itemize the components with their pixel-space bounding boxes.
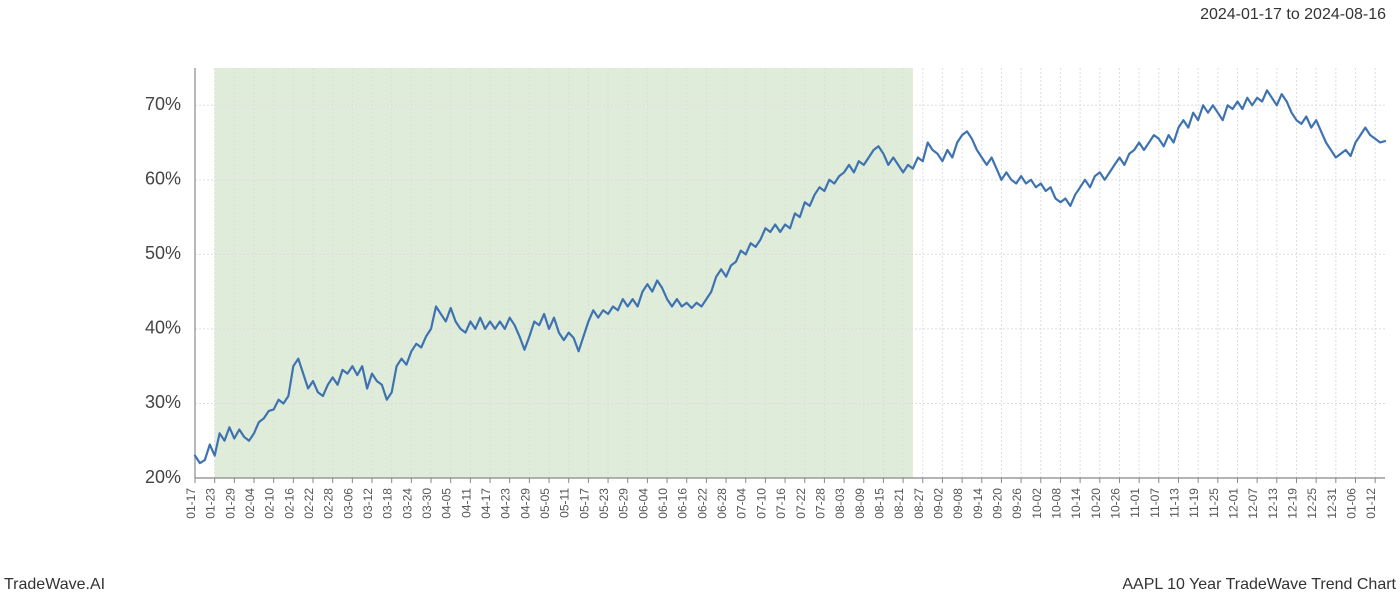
x-axis-tick-label: 02-04 — [243, 488, 257, 519]
x-axis-tick-label: 03-24 — [400, 488, 414, 519]
x-axis-tick-label: 11-25 — [1207, 488, 1221, 518]
x-axis-tick-label: 01-23 — [204, 488, 218, 519]
x-axis-tick-label: 04-23 — [499, 488, 513, 519]
y-axis-tick-label: 50% — [145, 243, 181, 263]
x-axis-tick-label: 07-16 — [774, 488, 788, 519]
x-axis-tick-label: 01-17 — [184, 488, 198, 519]
x-axis-tick-label: 02-10 — [263, 488, 277, 519]
x-axis-tick-label: 09-02 — [931, 488, 945, 519]
x-axis-tick-label: 12-19 — [1285, 488, 1299, 519]
x-axis-tick-label: 03-12 — [361, 488, 375, 519]
x-axis-tick-label: 02-16 — [282, 488, 296, 519]
x-axis-tick-label: 02-28 — [322, 488, 336, 519]
x-axis-tick-label: 01-12 — [1364, 488, 1378, 519]
x-axis-tick-label: 07-10 — [754, 488, 768, 519]
x-axis-tick-label: 08-03 — [833, 488, 847, 519]
x-axis-tick-label: 10-08 — [1049, 488, 1063, 519]
x-axis-tick-label: 10-26 — [1108, 488, 1122, 519]
chart-caption: AAPL 10 Year TradeWave Trend Chart — [1122, 576, 1396, 594]
x-axis-tick-label: 08-15 — [872, 488, 886, 519]
x-axis-tick-label: 06-10 — [656, 488, 670, 519]
y-axis-tick-label: 60% — [145, 169, 181, 189]
x-axis-tick-label: 08-27 — [912, 488, 926, 519]
x-axis-tick-label: 05-17 — [577, 488, 591, 519]
x-axis-tick-label: 09-08 — [951, 488, 965, 519]
x-axis-tick-label: 06-16 — [676, 488, 690, 519]
x-axis-tick-label: 03-06 — [341, 488, 355, 519]
y-axis-tick-label: 70% — [145, 94, 181, 114]
x-axis-tick-label: 07-28 — [813, 488, 827, 519]
x-axis-tick-label: 09-26 — [1010, 488, 1024, 519]
y-axis-tick-label: 20% — [145, 467, 181, 487]
x-axis-tick-label: 12-25 — [1305, 488, 1319, 519]
x-axis-tick-label: 08-09 — [853, 488, 867, 519]
x-axis-tick-label: 09-14 — [971, 488, 985, 519]
x-axis-tick-label: 07-22 — [794, 488, 808, 519]
x-axis-tick-label: 12-07 — [1246, 488, 1260, 519]
x-axis-tick-label: 06-22 — [695, 488, 709, 519]
x-axis-tick-label: 05-11 — [558, 488, 572, 518]
x-axis-tick-label: 02-22 — [302, 488, 316, 519]
x-axis-tick-label: 03-30 — [420, 488, 434, 519]
x-axis-tick-label: 05-29 — [617, 488, 631, 519]
x-axis-tick-label: 11-19 — [1187, 488, 1201, 518]
x-axis-tick-label: 12-01 — [1226, 488, 1240, 519]
x-axis-tick-label: 10-02 — [1030, 488, 1044, 519]
x-axis-tick-label: 10-20 — [1089, 488, 1103, 519]
x-axis-tick-label: 06-04 — [636, 488, 650, 519]
x-axis-tick-label: 01-29 — [223, 488, 237, 519]
x-axis-tick-label: 05-05 — [538, 488, 552, 519]
x-axis-tick-label: 12-31 — [1325, 488, 1339, 519]
y-axis-tick-label: 40% — [145, 318, 181, 338]
x-axis-tick-label: 10-14 — [1069, 488, 1083, 519]
x-axis-tick-label: 04-05 — [440, 488, 454, 519]
x-axis-tick-label: 12-13 — [1266, 488, 1280, 519]
x-axis-tick-label: 07-04 — [735, 488, 749, 519]
brand-label: TradeWave.AI — [4, 576, 105, 594]
x-axis-tick-label: 04-17 — [479, 488, 493, 519]
x-axis-tick-label: 06-28 — [715, 488, 729, 519]
x-axis-tick-label: 04-11 — [459, 488, 473, 518]
trend-chart: 20% 30% 40% 50% 60% 70% 01-17 01-23 01-29 02-04 02… — [0, 28, 1400, 568]
x-axis-tick-label: 04-29 — [518, 488, 532, 519]
x-axis-tick-label: 03-18 — [381, 488, 395, 519]
x-axis-tick-label: 11-13 — [1167, 488, 1181, 518]
x-axis-tick-label: 01-06 — [1344, 488, 1358, 519]
y-axis-tick-label: 30% — [145, 392, 181, 412]
x-axis-tick-label: 05-23 — [597, 488, 611, 519]
x-axis-tick-label: 11-01 — [1128, 488, 1142, 518]
x-axis-tick-label: 11-07 — [1148, 488, 1162, 518]
x-axis-tick-label: 09-20 — [990, 488, 1004, 519]
date-range-label: 2024-01-17 to 2024-08-16 — [1200, 6, 1386, 24]
x-axis-tick-label: 08-21 — [892, 488, 906, 519]
